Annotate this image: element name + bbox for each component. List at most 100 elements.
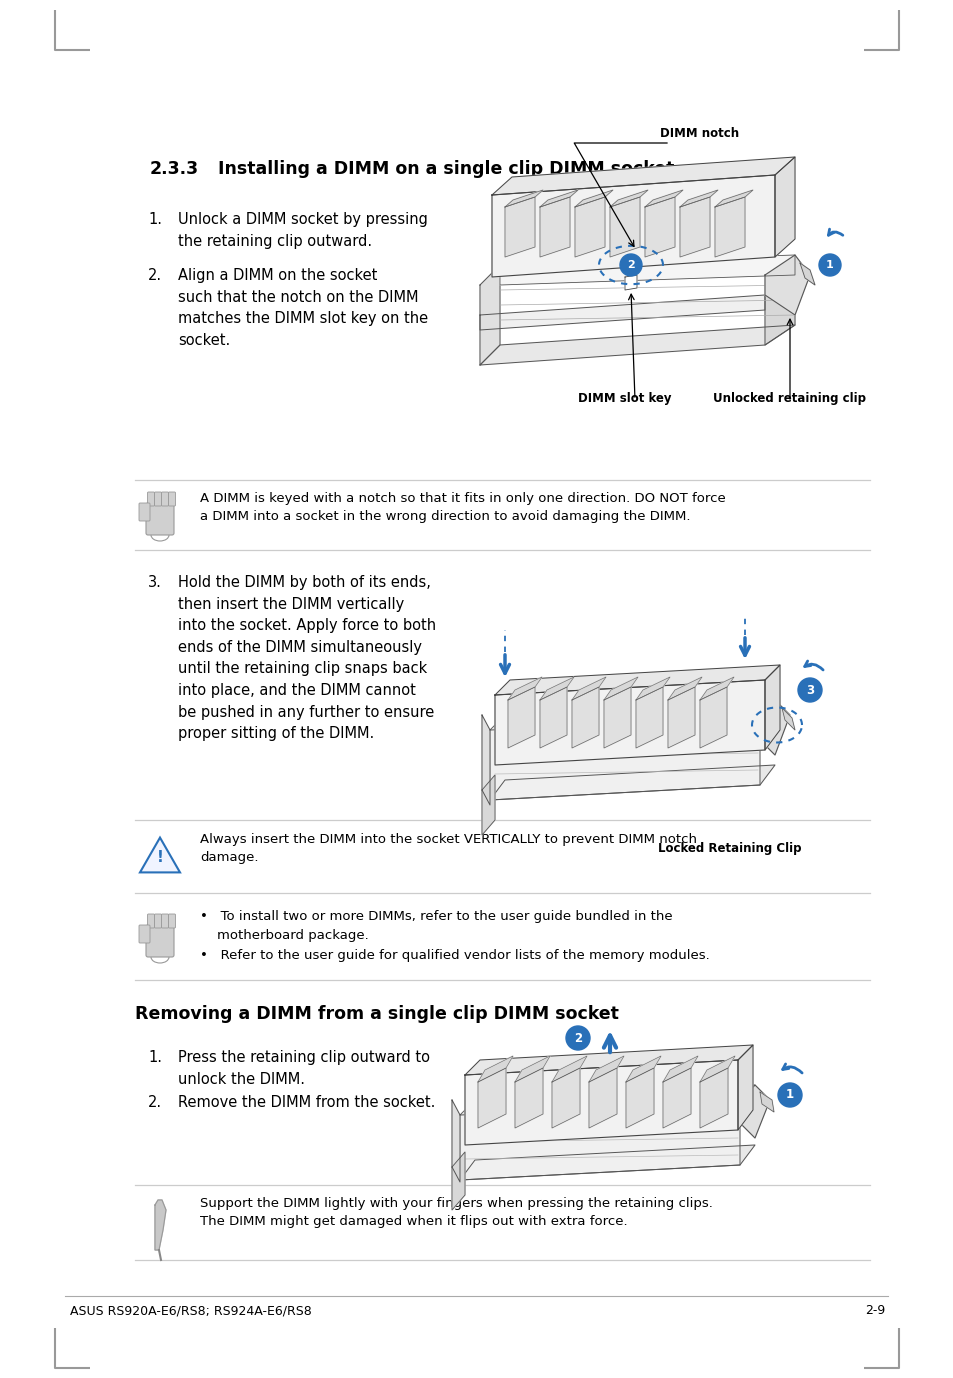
Text: 2.3.3: 2.3.3 [150, 160, 199, 178]
Text: 1.: 1. [148, 212, 162, 227]
FancyBboxPatch shape [161, 914, 169, 927]
FancyBboxPatch shape [169, 914, 175, 927]
Polygon shape [552, 1056, 586, 1082]
Text: Locked Retaining Clip: Locked Retaining Clip [658, 842, 801, 854]
Polygon shape [515, 1068, 542, 1129]
Polygon shape [539, 197, 569, 258]
Polygon shape [781, 708, 794, 730]
Text: Installing a DIMM on a single clip DIMM socket: Installing a DIMM on a single clip DIMM … [218, 160, 674, 178]
Polygon shape [572, 688, 598, 748]
Polygon shape [499, 255, 794, 285]
Text: 2.: 2. [148, 267, 162, 282]
Text: 3.: 3. [148, 575, 162, 590]
Text: !: ! [156, 849, 163, 864]
Polygon shape [490, 700, 774, 730]
Polygon shape [140, 838, 180, 872]
Text: Unlock a DIMM socket by pressing
the retaining clip outward.: Unlock a DIMM socket by pressing the ret… [178, 212, 428, 248]
Text: 1: 1 [785, 1089, 793, 1101]
Polygon shape [738, 1045, 752, 1130]
Polygon shape [603, 677, 638, 700]
Polygon shape [507, 688, 535, 748]
Polygon shape [714, 190, 752, 207]
FancyBboxPatch shape [169, 492, 175, 506]
Polygon shape [459, 1145, 754, 1180]
Polygon shape [800, 263, 814, 285]
Polygon shape [539, 688, 566, 748]
Polygon shape [760, 1091, 773, 1112]
Polygon shape [490, 715, 760, 801]
Polygon shape [609, 190, 647, 207]
Text: 2.: 2. [148, 1096, 162, 1111]
Polygon shape [625, 1068, 654, 1129]
Polygon shape [539, 677, 574, 700]
Polygon shape [515, 1056, 550, 1082]
Polygon shape [477, 1056, 513, 1082]
Text: 2: 2 [626, 260, 634, 270]
Text: DIMM slot key: DIMM slot key [578, 391, 671, 405]
Polygon shape [154, 1200, 166, 1250]
Polygon shape [774, 157, 794, 258]
Text: ASUS RS920A-E6/RS8; RS924A-E6/RS8: ASUS RS920A-E6/RS8; RS924A-E6/RS8 [70, 1304, 312, 1317]
Polygon shape [459, 1084, 754, 1115]
Text: Press the retaining clip outward to
unlock the DIMM.: Press the retaining clip outward to unlo… [178, 1050, 430, 1087]
Polygon shape [625, 1056, 660, 1082]
Polygon shape [662, 1068, 690, 1129]
Polygon shape [481, 715, 490, 805]
Text: Removing a DIMM from a single clip DIMM socket: Removing a DIMM from a single clip DIMM … [135, 1005, 618, 1022]
FancyBboxPatch shape [146, 503, 173, 535]
Text: Unlocked retaining clip: Unlocked retaining clip [713, 391, 865, 405]
FancyBboxPatch shape [154, 914, 161, 927]
Text: DIMM notch: DIMM notch [659, 127, 739, 141]
Polygon shape [700, 1056, 734, 1082]
Polygon shape [464, 1045, 752, 1075]
Polygon shape [572, 677, 605, 700]
Polygon shape [588, 1056, 623, 1082]
FancyBboxPatch shape [148, 492, 154, 506]
Polygon shape [764, 276, 794, 344]
FancyBboxPatch shape [146, 925, 173, 956]
Polygon shape [764, 666, 780, 750]
Text: •   To install two or more DIMMs, refer to the user guide bundled in the
    mot: • To install two or more DIMMs, refer to… [200, 909, 709, 962]
Polygon shape [507, 677, 541, 700]
Polygon shape [603, 688, 630, 748]
Polygon shape [609, 197, 639, 258]
Text: 1: 1 [825, 260, 833, 270]
Polygon shape [539, 190, 578, 207]
Polygon shape [490, 765, 774, 801]
Polygon shape [700, 688, 726, 748]
Polygon shape [479, 265, 499, 365]
Polygon shape [504, 190, 542, 207]
Circle shape [565, 1027, 589, 1050]
Circle shape [797, 678, 821, 701]
Polygon shape [464, 1060, 738, 1145]
Polygon shape [644, 190, 682, 207]
Polygon shape [459, 1100, 740, 1180]
Text: 2: 2 [574, 1032, 581, 1045]
FancyBboxPatch shape [139, 503, 150, 521]
Polygon shape [495, 666, 780, 695]
Polygon shape [477, 1068, 505, 1129]
Polygon shape [714, 197, 744, 258]
Polygon shape [575, 197, 604, 258]
Text: Hold the DIMM by both of its ends,
then insert the DIMM vertically
into the sock: Hold the DIMM by both of its ends, then … [178, 575, 436, 741]
Polygon shape [764, 255, 809, 316]
Text: A DIMM is keyed with a notch so that it fits in only one direction. DO NOT force: A DIMM is keyed with a notch so that it … [200, 492, 725, 524]
Polygon shape [492, 175, 774, 277]
Polygon shape [662, 1056, 698, 1082]
Polygon shape [452, 1100, 459, 1182]
FancyBboxPatch shape [154, 492, 161, 506]
Polygon shape [679, 197, 709, 258]
Polygon shape [552, 1068, 579, 1129]
Polygon shape [700, 1068, 727, 1129]
Polygon shape [452, 1152, 464, 1210]
Polygon shape [636, 677, 669, 700]
Polygon shape [504, 197, 535, 258]
Polygon shape [588, 1068, 617, 1129]
Circle shape [818, 254, 841, 276]
Polygon shape [760, 700, 789, 755]
Polygon shape [575, 190, 613, 207]
Polygon shape [740, 1084, 769, 1138]
Circle shape [778, 1083, 801, 1107]
Text: Always insert the DIMM into the socket VERTICALLY to prevent DIMM notch
damage.: Always insert the DIMM into the socket V… [200, 832, 697, 864]
Polygon shape [624, 276, 637, 289]
